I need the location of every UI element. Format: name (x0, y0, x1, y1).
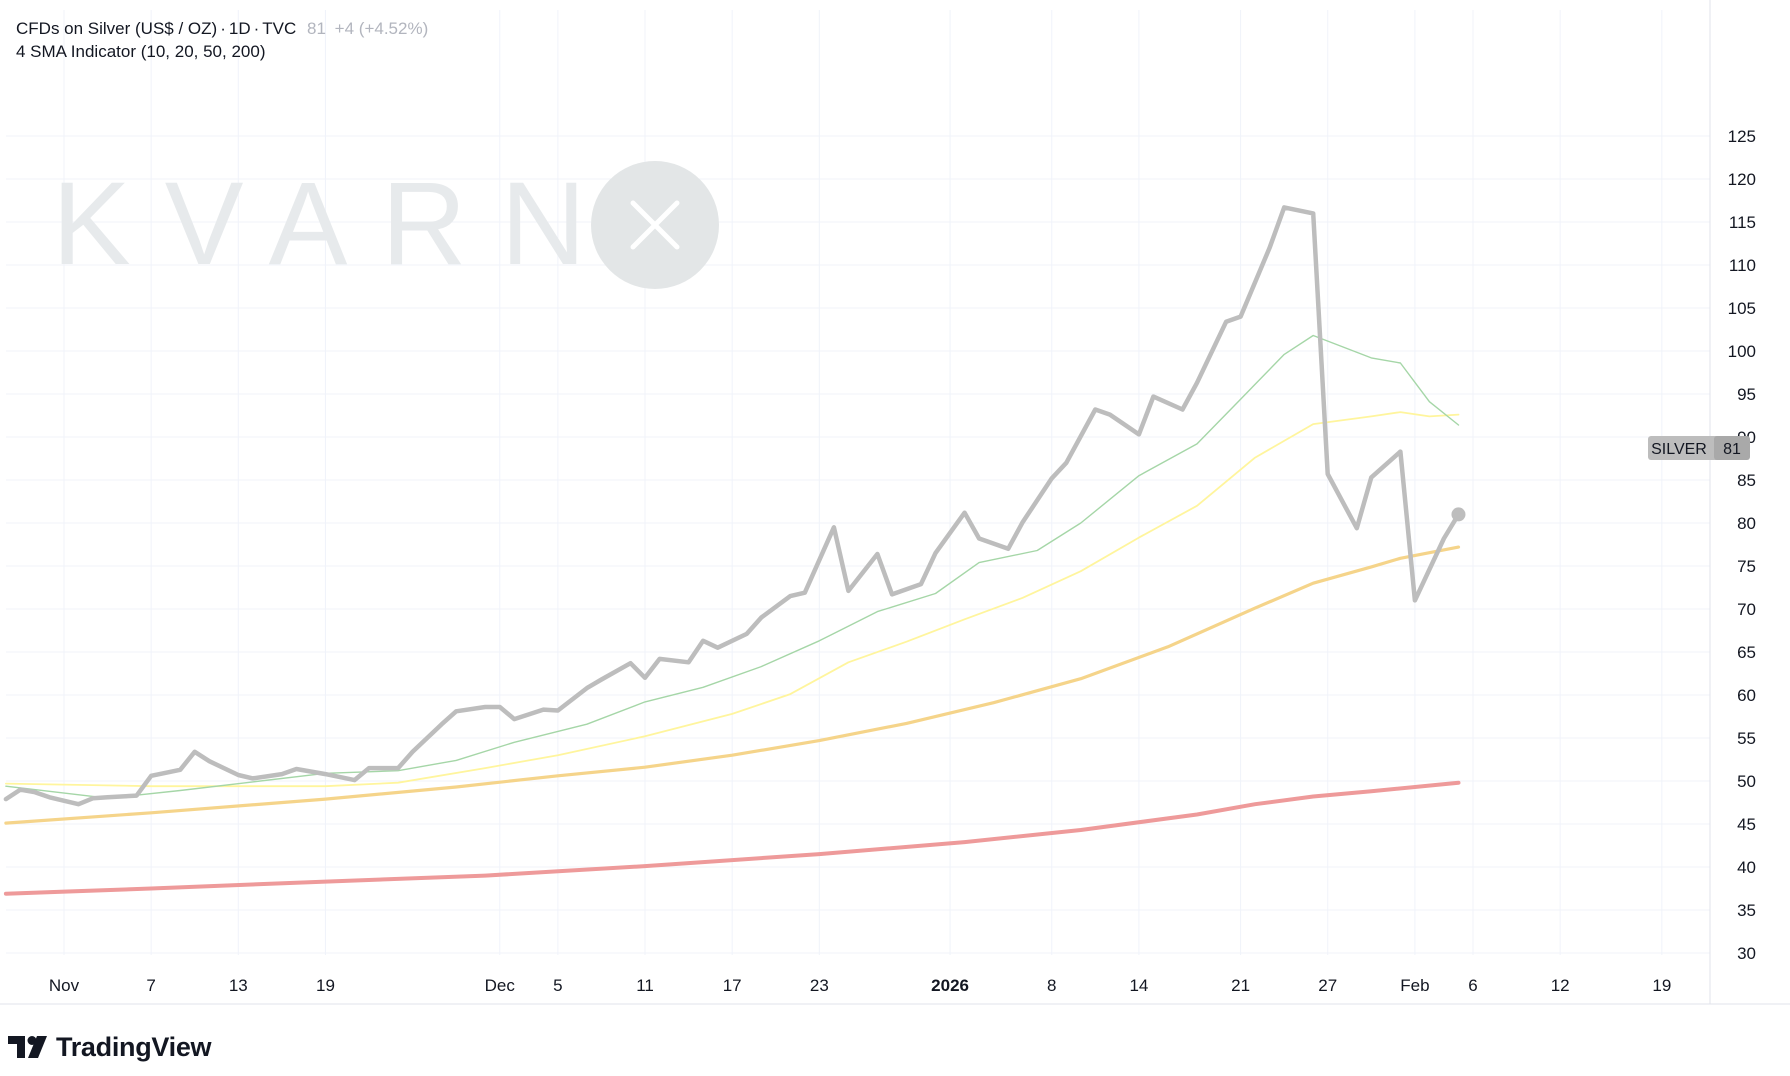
symbol-title[interactable]: CFDs on Silver (US$ / OZ) (16, 19, 218, 38)
x-tick-label: Nov (49, 976, 80, 995)
x-tick-label: 2026 (931, 976, 969, 995)
y-tick-label: 115 (1729, 213, 1756, 232)
legend-indicator-row[interactable]: 4 SMA Indicator (10, 20, 50, 200) (16, 41, 265, 63)
source-label: TVC (262, 19, 297, 38)
chart-area[interactable]: KVARN 3035404550556065707580859095100105… (0, 0, 1790, 1006)
y-tick-label: 40 (1737, 858, 1756, 877)
x-tick-label: 6 (1468, 976, 1477, 995)
y-tick-label: 45 (1737, 815, 1756, 834)
x-tick-label: 14 (1129, 976, 1148, 995)
x-tick-label: 7 (146, 976, 155, 995)
tradingview-wordmark: TradingView (56, 1031, 212, 1062)
x-tick-label: 27 (1318, 976, 1337, 995)
series (3, 205, 1466, 896)
y-tick-label: 85 (1737, 471, 1756, 490)
price-line (3, 205, 1461, 807)
sma10-line (5, 334, 1460, 799)
sma20-line (5, 411, 1460, 788)
tradingview-logo[interactable]: TradingView (8, 1030, 212, 1064)
last-price-label: SILVER 81 (1648, 436, 1750, 460)
x-tick-label: 21 (1231, 976, 1250, 995)
price-chart[interactable]: KVARN 3035404550556065707580859095100105… (0, 0, 1790, 1006)
x-tick-label: 13 (229, 976, 248, 995)
y-tick-label: 120 (1728, 170, 1756, 189)
y-tick-label: 105 (1728, 299, 1756, 318)
last-price-value: 81 (1723, 441, 1741, 458)
last-price-dot (1451, 507, 1466, 522)
sma50-line (4, 545, 1461, 825)
watermark-text: KVARN (52, 158, 620, 290)
x-tick-label: 5 (553, 976, 562, 995)
y-tick-label: 55 (1737, 729, 1756, 748)
y-tick-label: 35 (1737, 901, 1756, 920)
indicator-title[interactable]: 4 SMA Indicator (10, 20, 50, 200) (16, 42, 266, 61)
y-tick-label: 50 (1737, 772, 1756, 791)
x-tick-label: 8 (1047, 976, 1056, 995)
time-axis[interactable]: Nov 7 13 19 Dec 5 11 17 23 2026 8 14 21 27 Feb 6 12 19 (49, 976, 1671, 995)
x-tick-label: 17 (723, 976, 742, 995)
x-tick-label: Dec (485, 976, 516, 995)
last-price-name: SILVER (1651, 441, 1707, 458)
x-tick-label: Feb (1400, 976, 1429, 995)
x-tick-label: 12 (1551, 976, 1570, 995)
y-tick-label: 70 (1737, 600, 1756, 619)
grid (0, 0, 1790, 1005)
y-tick-label: 110 (1729, 256, 1756, 275)
last-value: 81 (307, 19, 326, 38)
watermark: KVARN (52, 158, 719, 290)
y-tick-label: 95 (1737, 385, 1756, 404)
y-tick-label: 30 (1737, 944, 1756, 963)
y-tick-label: 65 (1737, 643, 1756, 662)
x-tick-label: 19 (316, 976, 335, 995)
price-axis[interactable]: 3035404550556065707580859095100105110115… (1728, 127, 1756, 963)
y-tick-label: 125 (1728, 127, 1756, 146)
interval-label[interactable]: 1D (228, 19, 251, 38)
last-price-value-bg (1714, 436, 1750, 460)
y-tick-label: 100 (1728, 342, 1756, 361)
tradingview-icon (8, 1036, 47, 1058)
x-tick-label: 19 (1652, 976, 1671, 995)
change-value: +4 (+4.52%) (334, 19, 429, 38)
watermark-x-icon (591, 161, 719, 289)
y-tick-label: 80 (1737, 514, 1756, 533)
x-tick-label: 23 (810, 976, 829, 995)
sma200-line (3, 780, 1461, 896)
y-tick-label: 60 (1737, 686, 1756, 705)
x-tick-label: 11 (636, 976, 654, 995)
legend-symbol-row[interactable]: CFDs on Silver (US$ / OZ) · 1D · TVC 81 +4 (… (16, 19, 429, 38)
y-tick-label: 75 (1737, 557, 1756, 576)
